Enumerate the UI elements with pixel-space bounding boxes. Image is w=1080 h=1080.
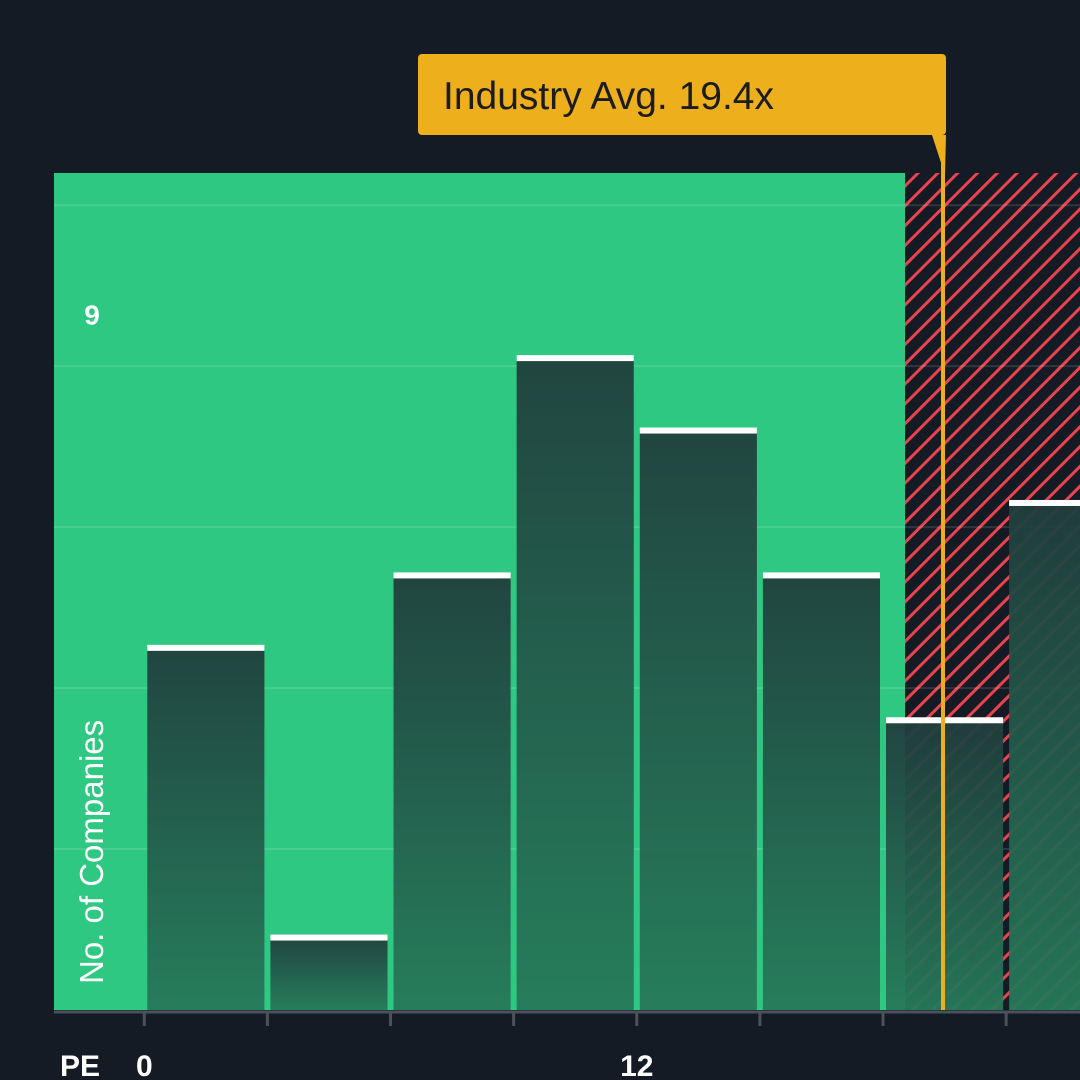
bar-cap (270, 934, 388, 941)
bar-cap (762, 572, 881, 579)
histogram-bar (1009, 502, 1080, 1010)
histogram-bar (393, 575, 511, 1010)
histogram-bar (762, 575, 881, 1010)
histogram-bar (516, 358, 634, 1010)
industry-average-callout (418, 54, 946, 135)
axis-labels: PE 0 12 9 No. of Companies (60, 300, 653, 1080)
industry-average-marker: Industry Avg. 19.4x (418, 54, 946, 1010)
y-axis-title: No. of Companies (73, 720, 110, 984)
bar-cap (1009, 499, 1080, 506)
x-axis (54, 1010, 1080, 1026)
callout-pointer (932, 135, 946, 175)
histogram-bar (147, 647, 265, 1010)
histogram-bar (270, 937, 388, 1010)
x-axis-title: PE (60, 1050, 100, 1080)
histogram-bars (147, 355, 1080, 1010)
y-tick-label: 9 (84, 300, 100, 331)
bar-cap (147, 644, 265, 651)
bar-cap (516, 355, 634, 362)
bar-cap (639, 427, 757, 434)
bar-cap (393, 572, 511, 579)
x-tick-label: 0 (136, 1050, 153, 1080)
x-tick-label: 12 (620, 1050, 653, 1080)
histogram-bar (639, 430, 757, 1010)
industry-average-label: Industry Avg. 19.4x (443, 75, 774, 118)
